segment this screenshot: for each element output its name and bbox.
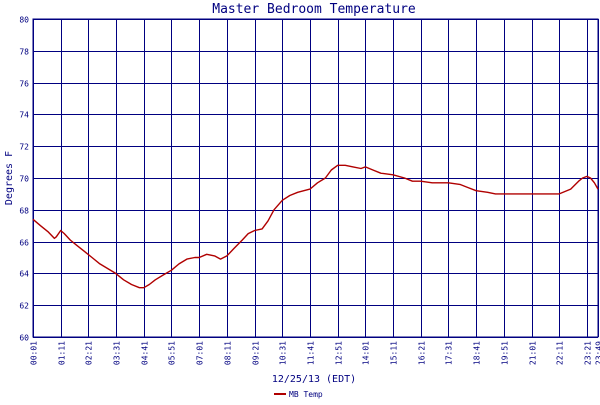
x-tick-label-1621: 16:21 <box>418 341 427 365</box>
y-tick-label-70: 70 <box>19 175 29 184</box>
x-tick-label-0001: 00:01 <box>30 341 39 365</box>
x-tick-label-2211: 22:11 <box>556 341 565 365</box>
x-tick-label-1841: 18:41 <box>473 341 482 365</box>
x-tick-labels: 00:01 01:11 02:21 03:31 04:41 05:51 07:01 08:11… <box>30 341 600 365</box>
x-tick-label-0921: 09:21 <box>252 341 261 365</box>
series-line-0 <box>33 165 598 287</box>
y-tick-label-80: 80 <box>19 16 29 25</box>
y-tick-label-64: 64 <box>19 270 29 279</box>
x-tick-label-1951: 19:51 <box>501 341 510 365</box>
x-tick-label-0441: 04:41 <box>141 341 150 365</box>
x-tick-label-0221: 02:21 <box>85 341 94 365</box>
x-tick-label-0701: 07:01 <box>196 341 205 365</box>
y-tick-label-62: 62 <box>19 302 29 311</box>
x-tick-label-2321: 23:21 <box>584 341 593 365</box>
x-tick-label-1251: 12:51 <box>335 341 344 365</box>
x-tick-label-1031: 10:31 <box>279 341 288 365</box>
x-tick-label-0551: 05:51 <box>168 341 177 365</box>
grid-layer <box>33 19 599 338</box>
x-tick-label-0331: 03:31 <box>113 341 122 365</box>
y-tick-label-78: 78 <box>19 48 29 57</box>
x-tick-label-0811: 08:11 <box>224 341 233 365</box>
x-axis-label: 12/25/13 (EDT) <box>272 374 356 385</box>
x-tick-label-1401: 14:01 <box>362 341 371 365</box>
legend-label-mb-temp: MB Temp <box>289 390 323 399</box>
x-tick-label-2349: 23:49 <box>595 341 600 365</box>
y-tick-label-74: 74 <box>19 111 29 120</box>
y-axis-label: Degrees F <box>4 151 15 205</box>
series-layer <box>33 165 598 287</box>
y-tick-labels: 60 62 64 66 68 70 72 74 76 78 80 <box>19 16 29 343</box>
x-tick-label-2101: 21:01 <box>529 341 538 365</box>
chart-title: Master Bedroom Temperature <box>212 2 416 17</box>
x-tick-label-1141: 11:41 <box>307 341 316 365</box>
x-tick-label-0111: 01:11 <box>58 341 67 365</box>
y-tick-label-76: 76 <box>19 80 29 89</box>
y-tick-label-72: 72 <box>19 143 29 152</box>
y-tick-label-68: 68 <box>19 207 29 216</box>
y-tick-label-60: 60 <box>19 334 29 343</box>
y-tick-label-66: 66 <box>19 239 29 248</box>
legend: MB Temp <box>274 390 323 399</box>
x-tick-label-1511: 15:11 <box>390 341 399 365</box>
x-tick-label-1731: 17:31 <box>445 341 454 365</box>
